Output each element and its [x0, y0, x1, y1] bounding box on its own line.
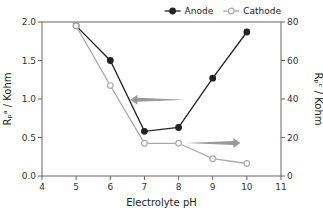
axis-arrow	[130, 95, 185, 105]
legend-marker	[228, 8, 234, 14]
y-tick-label: 0.5	[22, 133, 36, 143]
point	[107, 83, 113, 89]
y-axis-label: Rₚᵃ / Kohm	[2, 72, 13, 125]
x-tick-label: 7	[142, 182, 148, 192]
y2-tick	[281, 176, 285, 177]
y2-tick-label: 40	[287, 94, 299, 104]
x-tick	[178, 176, 179, 180]
x-axis-label: Electrolyte pH	[126, 197, 197, 208]
point	[73, 23, 79, 29]
point	[142, 129, 148, 135]
plot-frame	[42, 22, 281, 176]
y2-tick	[281, 137, 285, 138]
point	[176, 125, 182, 131]
y2-tick	[281, 60, 285, 61]
point	[107, 58, 113, 64]
y-tick	[38, 22, 42, 23]
y-tick	[38, 99, 42, 100]
chart: 4 5 6 7 8 9 10 11 0.0 0.5 1.0 1.5 2.0 0 20 40 60 80 Electr…	[0, 0, 323, 211]
x-tick	[246, 176, 247, 180]
point	[73, 23, 79, 29]
x-tick	[281, 176, 282, 180]
y-tick-label: 0.0	[22, 171, 37, 181]
y2-tick-label: 80	[287, 17, 299, 27]
series-line	[76, 26, 247, 164]
y2-axis-label: Rₚᶜ / Kohm	[313, 73, 323, 126]
y2-tick	[281, 22, 285, 23]
point	[210, 156, 216, 162]
legend: Cathode Anode	[165, 6, 282, 16]
x-tick-label: 4	[39, 182, 45, 192]
x-tick	[42, 176, 43, 180]
y-tick-label: 1.0	[22, 94, 37, 104]
x-tick-label: 8	[176, 182, 182, 192]
legend-label: Cathode	[243, 6, 281, 16]
y-tick-label: 1.5	[22, 56, 36, 66]
y-tick	[38, 137, 42, 138]
series-line	[76, 26, 247, 131]
point	[244, 161, 250, 167]
y-tick-label: 2.0	[22, 17, 37, 27]
legend-label: Anode	[185, 6, 214, 16]
y2-tick	[281, 99, 285, 100]
y2-tick-label: 60	[287, 56, 299, 66]
point	[210, 75, 216, 81]
plot-area	[73, 23, 249, 166]
x-tick	[110, 176, 111, 180]
point	[244, 29, 250, 35]
point	[176, 140, 182, 146]
y2-tick-label: 20	[287, 133, 299, 143]
x-tick-label: 6	[107, 182, 113, 192]
y2-tick-label: 0	[287, 171, 293, 181]
axis-arrow	[185, 138, 240, 148]
x-tick-label: 9	[210, 182, 216, 192]
x-tick	[212, 176, 213, 180]
x-tick-label: 5	[73, 182, 79, 192]
y-tick	[38, 60, 42, 61]
x-tick	[76, 176, 77, 180]
y-tick	[38, 176, 42, 177]
point	[142, 140, 148, 146]
legend-marker	[170, 8, 176, 14]
x-tick-label: 11	[275, 182, 286, 192]
x-tick-label: 10	[241, 182, 253, 192]
x-tick	[144, 176, 145, 180]
